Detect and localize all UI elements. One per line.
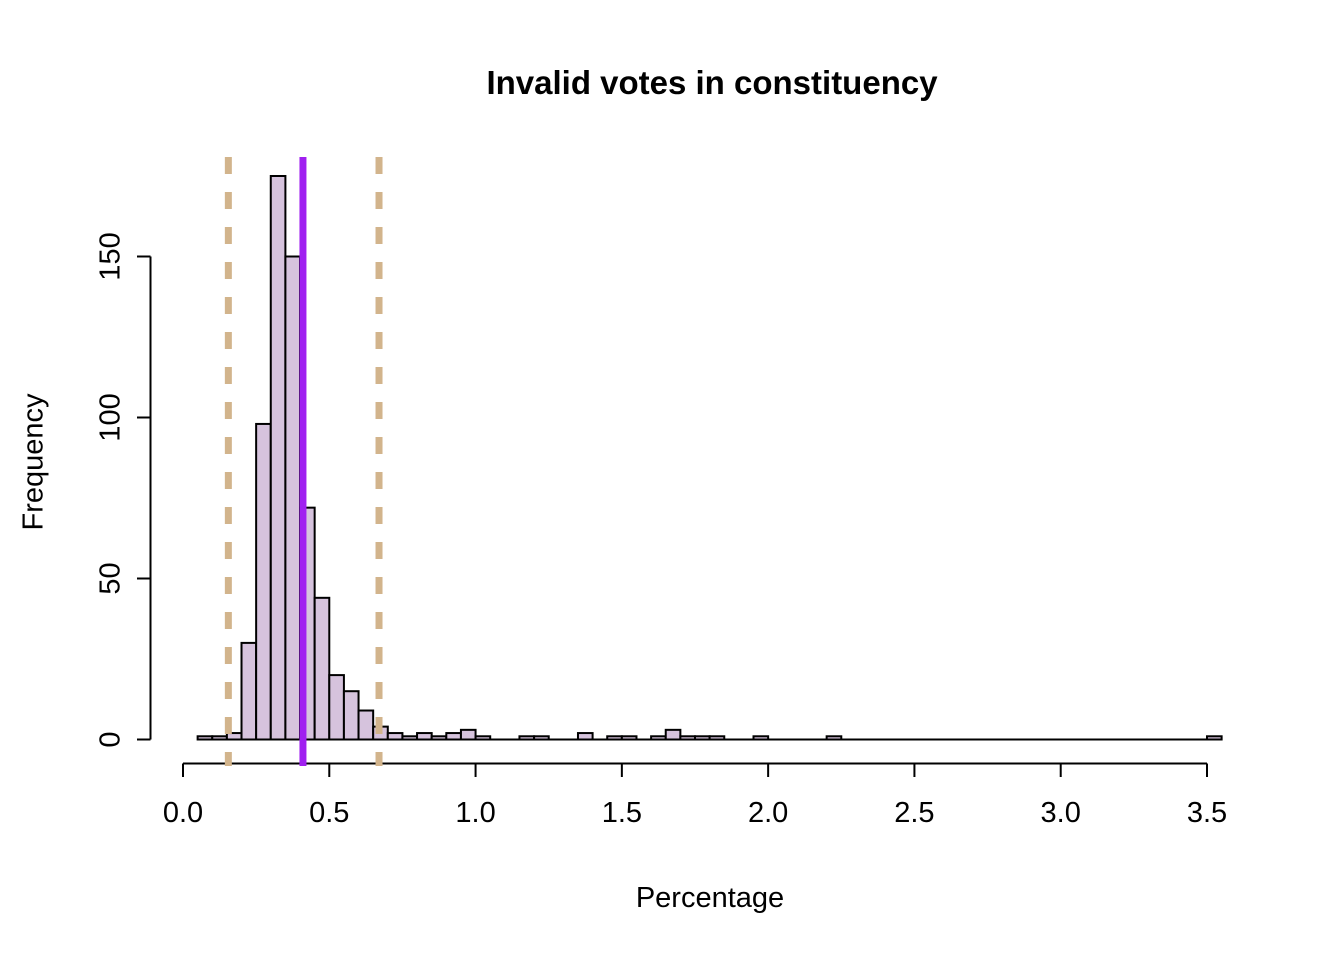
- histogram-bar: [328, 674, 345, 741]
- histogram-bar: [284, 255, 302, 741]
- x-tick-label: 3.0: [1041, 797, 1081, 829]
- x-tick-label: 0.0: [163, 797, 203, 829]
- histogram-bar: [693, 735, 711, 741]
- histogram-bar: [313, 596, 331, 741]
- x-tick-label: 1.0: [455, 797, 495, 829]
- histogram-bar: [357, 709, 375, 741]
- histogram-bar: [1205, 735, 1223, 741]
- histogram-bar: [664, 728, 682, 741]
- histogram-bar: [386, 732, 404, 741]
- chart-title: Invalid votes in constituency: [486, 64, 938, 101]
- histogram-bar: [445, 732, 462, 741]
- histogram-bar: [650, 735, 667, 741]
- x-tick-label: 0.5: [309, 797, 349, 829]
- histogram-bar: [401, 735, 419, 741]
- x-tick-label: 2.5: [894, 797, 934, 829]
- y-tick-label: 50: [95, 562, 127, 594]
- x-axis-label: Percentage: [635, 882, 785, 914]
- histogram-bar: [474, 735, 492, 741]
- histogram-bar: [459, 728, 477, 741]
- histogram-bar: [225, 732, 243, 741]
- x-tick-label: 2.0: [748, 797, 788, 829]
- y-tick-label: 150: [95, 232, 127, 280]
- histogram-bar: [533, 735, 550, 741]
- x-tick-label: 3.5: [1187, 797, 1227, 829]
- histogram-bar: [518, 735, 536, 741]
- histogram-bar: [269, 175, 287, 741]
- histogram-bar: [752, 735, 770, 741]
- histogram-bar: [679, 735, 696, 741]
- y-tick-label: 0: [95, 731, 127, 747]
- histogram-bar: [342, 690, 360, 741]
- histogram-bar: [255, 422, 272, 741]
- histogram-bar: [576, 732, 594, 741]
- histogram-bar: [620, 735, 638, 741]
- y-tick-label: 100: [95, 393, 127, 441]
- x-tick-label: 1.5: [602, 797, 642, 829]
- histogram-bar: [606, 735, 623, 741]
- histogram-bar: [211, 735, 228, 741]
- histogram-bar: [825, 735, 843, 741]
- histogram-bar: [240, 641, 258, 741]
- histogram-bar: [416, 732, 433, 741]
- histogram-bar: [708, 735, 726, 741]
- histogram-bar: [196, 735, 214, 741]
- histogram-bar: [430, 735, 448, 741]
